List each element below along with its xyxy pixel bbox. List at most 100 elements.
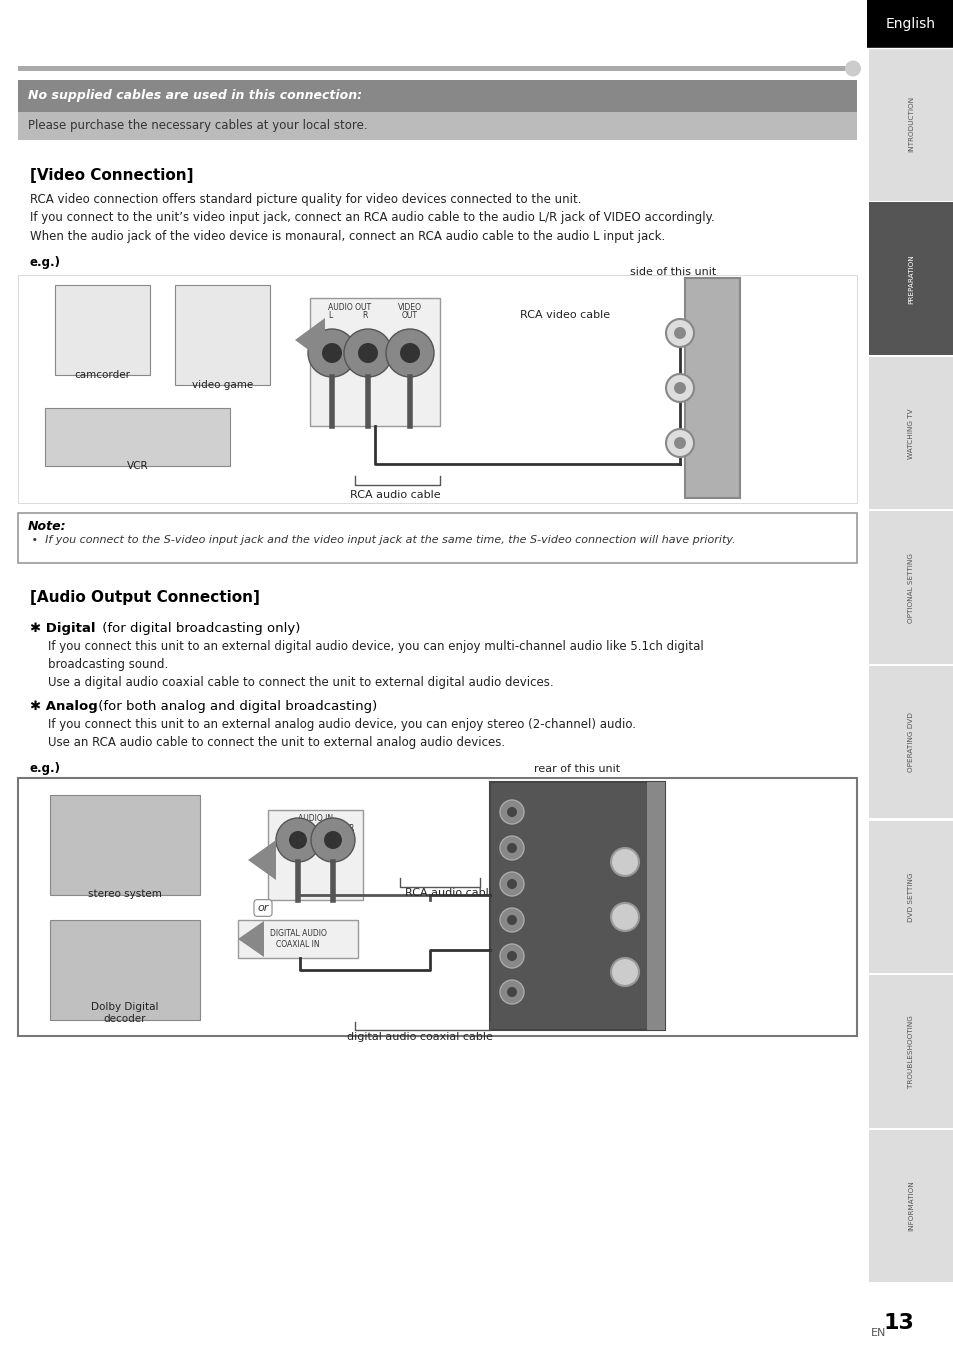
Text: If you connect this unit to an external digital audio device, you can enjoy mult: If you connect this unit to an external … <box>48 640 703 689</box>
Text: stereo system: stereo system <box>88 888 162 899</box>
Text: No supplied cables are used in this connection:: No supplied cables are used in this conn… <box>28 89 362 102</box>
Circle shape <box>499 799 523 824</box>
Text: (for both analog and digital broadcasting): (for both analog and digital broadcastin… <box>94 700 376 713</box>
Text: OPTIONAL SETTING: OPTIONAL SETTING <box>907 553 914 623</box>
Bar <box>50 795 200 895</box>
Text: OUT: OUT <box>401 311 417 319</box>
Circle shape <box>357 342 377 363</box>
Text: 13: 13 <box>882 1313 914 1333</box>
Bar <box>18 275 856 503</box>
Text: ✱ Digital: ✱ Digital <box>30 621 95 635</box>
Circle shape <box>311 818 355 861</box>
Bar <box>174 284 270 386</box>
Bar <box>18 778 856 1037</box>
Bar <box>646 782 664 1030</box>
Circle shape <box>275 818 319 861</box>
Bar <box>868 357 953 510</box>
Circle shape <box>386 329 434 377</box>
Circle shape <box>499 980 523 1004</box>
Bar <box>310 298 439 426</box>
Text: RCA video connection offers standard picture quality for video devices connected: RCA video connection offers standard pic… <box>30 193 714 243</box>
Text: RCA audio cable: RCA audio cable <box>350 491 440 500</box>
Bar <box>490 782 664 1030</box>
Text: e.g.): e.g.) <box>30 762 61 775</box>
Text: DIGITAL AUDIO
COAXIAL IN: DIGITAL AUDIO COAXIAL IN <box>270 929 326 949</box>
Circle shape <box>324 830 341 849</box>
Text: [Audio Output Connection]: [Audio Output Connection] <box>30 590 259 605</box>
Circle shape <box>308 329 355 377</box>
Text: R: R <box>348 824 354 833</box>
Circle shape <box>665 429 693 457</box>
Text: camcorder: camcorder <box>74 369 131 380</box>
Text: Please purchase the necessary cables at your local store.: Please purchase the necessary cables at … <box>28 120 367 132</box>
Bar <box>18 66 856 71</box>
Text: or: or <box>257 903 269 913</box>
Bar <box>684 278 740 497</box>
Circle shape <box>506 842 517 853</box>
Circle shape <box>673 328 685 338</box>
Text: Dolby Digital
decoder: Dolby Digital decoder <box>91 1003 158 1024</box>
Circle shape <box>673 437 685 449</box>
Circle shape <box>399 342 419 363</box>
Text: AUDIO IN: AUDIO IN <box>297 814 333 824</box>
Text: EN: EN <box>870 1328 885 1339</box>
Circle shape <box>665 373 693 402</box>
Bar <box>868 49 953 201</box>
Circle shape <box>322 342 341 363</box>
Text: video game: video game <box>192 380 253 390</box>
Text: L: L <box>328 311 332 319</box>
Circle shape <box>499 909 523 931</box>
Text: PREPARATION: PREPARATION <box>907 253 914 303</box>
Text: INTRODUCTION: INTRODUCTION <box>907 96 914 152</box>
Text: DVD SETTING: DVD SETTING <box>907 872 914 922</box>
Circle shape <box>665 319 693 346</box>
Bar <box>868 666 953 818</box>
Polygon shape <box>294 318 325 363</box>
Text: •  If you connect to the S-video input jack and the video input jack at the same: • If you connect to the S-video input ja… <box>28 535 735 545</box>
Circle shape <box>506 879 517 888</box>
Circle shape <box>506 807 517 817</box>
Text: rear of this unit: rear of this unit <box>534 764 619 774</box>
Circle shape <box>499 944 523 968</box>
Text: OPERATING DVD: OPERATING DVD <box>907 712 914 772</box>
Text: (for digital broadcasting only): (for digital broadcasting only) <box>98 621 300 635</box>
Bar <box>18 112 856 140</box>
Text: VCR: VCR <box>127 461 148 470</box>
Bar <box>868 202 953 355</box>
Text: RCA audio cable: RCA audio cable <box>405 888 496 898</box>
Polygon shape <box>237 921 264 957</box>
Circle shape <box>499 836 523 860</box>
Polygon shape <box>248 840 275 880</box>
Text: RCA video cable: RCA video cable <box>519 310 610 319</box>
Circle shape <box>506 915 517 925</box>
Bar <box>45 408 230 466</box>
Circle shape <box>610 903 639 931</box>
Text: R: R <box>362 311 367 319</box>
Text: English: English <box>884 18 935 31</box>
Circle shape <box>610 958 639 985</box>
Text: If you connect this unit to an external analog audio device, you can enjoy stere: If you connect this unit to an external … <box>48 718 636 749</box>
Bar <box>50 919 200 1020</box>
Bar <box>866 0 953 49</box>
Circle shape <box>673 381 685 394</box>
Circle shape <box>844 61 861 77</box>
Text: Note:: Note: <box>28 520 67 532</box>
Bar <box>868 821 953 973</box>
Text: INFORMATION: INFORMATION <box>907 1181 914 1231</box>
Text: TROUBLESHOOTING: TROUBLESHOOTING <box>907 1015 914 1088</box>
Text: AUDIO OUT: AUDIO OUT <box>328 303 371 311</box>
Circle shape <box>344 329 392 377</box>
Text: [Video Connection]: [Video Connection] <box>30 168 193 183</box>
Text: digital audio coaxial cable: digital audio coaxial cable <box>347 1033 493 1042</box>
Text: e.g.): e.g.) <box>30 256 61 270</box>
Bar <box>868 511 953 665</box>
Circle shape <box>499 872 523 896</box>
Bar <box>55 284 150 375</box>
Bar <box>868 1130 953 1282</box>
Circle shape <box>506 950 517 961</box>
Circle shape <box>610 848 639 876</box>
Bar <box>18 80 856 112</box>
Text: ✱ Analog: ✱ Analog <box>30 700 97 713</box>
Text: WATCHING TV: WATCHING TV <box>907 408 914 458</box>
Bar <box>868 975 953 1127</box>
